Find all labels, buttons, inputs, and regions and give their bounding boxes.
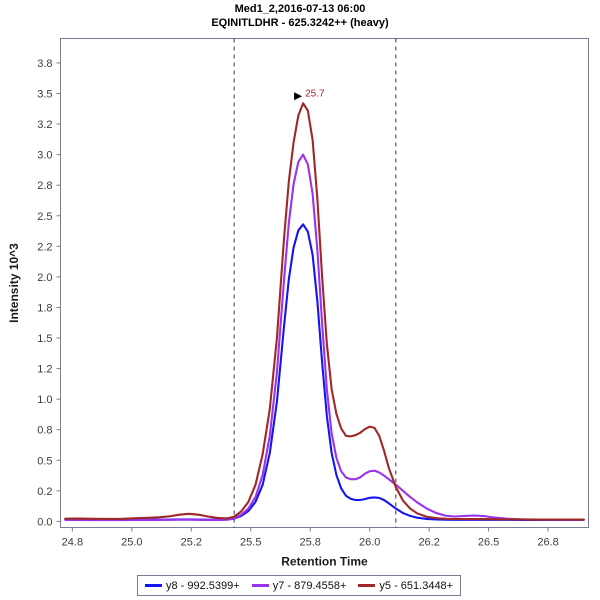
y-axis-tick-label: 3.2	[37, 119, 52, 131]
y-axis-tick-label: 3.8	[37, 58, 52, 70]
legend-item-y7[interactable]: y7 - 879.4558+	[251, 579, 347, 592]
y-axis-tick-label: 1.8	[37, 302, 52, 314]
x-axis-tick-label: 25.0	[121, 537, 142, 549]
legend-label: y8 - 992.5399+	[166, 579, 240, 592]
page-title: Med1_2,2016-07-13 06:00	[234, 3, 366, 15]
plot-frame	[60, 38, 589, 528]
legend-item-y8[interactable]: y8 - 992.5399+	[145, 580, 240, 592]
y-axis-tick-label: 3.0	[37, 150, 52, 162]
x-axis-tick-label: 25.2	[181, 537, 202, 549]
x-axis-tick-label: 26.5	[478, 537, 499, 549]
y-axis-tick-label: 0.2	[37, 486, 52, 498]
chromatogram-trace[interactable]	[64, 153, 585, 522]
x-axis-tick-label: 24.8	[62, 537, 83, 549]
y-axis-tick-label: 2.5	[37, 211, 52, 223]
y-axis-tick-label: 1.0	[37, 394, 52, 406]
peak-pointer-icon	[294, 92, 303, 101]
y-axis-tick-label: 0.0	[37, 516, 52, 528]
y-axis-tick-label: 1.2	[37, 364, 52, 376]
legend-item-y5[interactable]: y5 - 651.3448+	[358, 580, 453, 592]
y-axis-tick-label: 2.0	[37, 272, 52, 284]
chart-legend: y8 - 992.5399+ y7 - 879.4558+ y5 - 651.344…	[137, 575, 462, 596]
peak-retention-time-label: 25.7	[305, 88, 325, 99]
legend-color-swatch	[251, 584, 269, 587]
y-axis-tick-label: 3.5	[37, 89, 52, 101]
legend-label: y5 - 651.3448+	[379, 579, 454, 592]
y-axis-tick-label: 1.5	[37, 333, 52, 345]
y-axis-tick-label: 2.8	[37, 180, 52, 192]
x-axis-tick-label: 25.5	[240, 537, 261, 549]
y-axis-tick-label: 0.8	[37, 425, 52, 437]
legend-label: y7 - 879.4558+	[272, 579, 347, 592]
x-axis-tick-label: 25.8	[300, 537, 321, 549]
y-axis-tick-label: 0.5	[37, 455, 52, 467]
legend-color-swatch	[358, 584, 376, 587]
y-axis-tick-label: 2.2	[37, 241, 52, 253]
chromatogram-trace[interactable]	[64, 102, 585, 521]
legend-color-swatch	[145, 584, 162, 587]
x-axis-tick-label: 26.2	[418, 537, 439, 549]
page-subtitle: EQINITLDHR - 625.3242++ (heavy)	[211, 17, 389, 29]
x-axis-title: Retention Time	[281, 555, 368, 569]
y-axis-title: Intensity 10^3	[7, 243, 21, 323]
x-axis-tick-label: 26.0	[359, 537, 380, 549]
x-axis-tick-label: 26.8	[537, 537, 558, 549]
